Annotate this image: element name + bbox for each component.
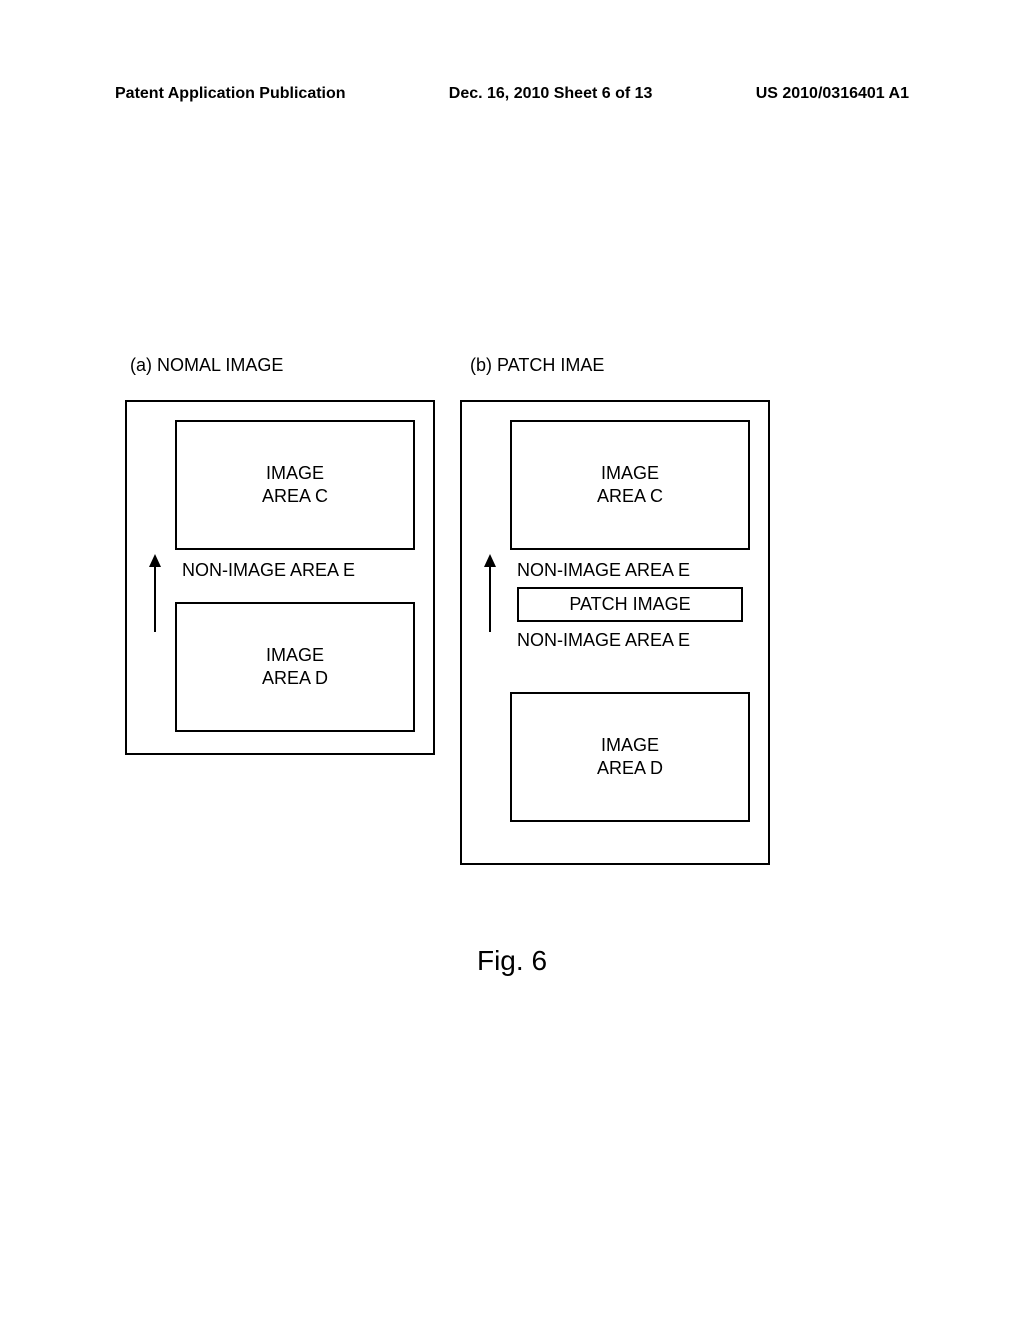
- diagram-b: IMAGEAREA C NON-IMAGE AREA E PATCH IMAGE…: [460, 400, 770, 865]
- header-publication: Patent Application Publication: [115, 85, 346, 103]
- figure-caption: Fig. 6: [0, 945, 1024, 977]
- patch-image-box: PATCH IMAGE: [517, 587, 743, 622]
- image-area-c-box-a: IMAGEAREA C: [175, 420, 415, 550]
- diagram-b-outer-box: IMAGEAREA C NON-IMAGE AREA E PATCH IMAGE…: [460, 400, 770, 865]
- page-header: Patent Application Publication Dec. 16, …: [0, 85, 1024, 103]
- non-image-area-e-label-b1: NON-IMAGE AREA E: [517, 560, 690, 581]
- label-b-patch-image: (b) PATCH IMAE: [470, 355, 604, 376]
- diagrams-container: IMAGEAREA C NON-IMAGE AREA E IMAGEAREA D…: [0, 400, 1024, 865]
- arrow-up-icon-a: [145, 552, 165, 642]
- arrow-up-icon-b: [480, 552, 500, 642]
- header-patent-number: US 2010/0316401 A1: [756, 85, 909, 103]
- non-image-area-e-label-a: NON-IMAGE AREA E: [182, 560, 355, 581]
- image-area-d-label-b: IMAGEAREA D: [597, 734, 663, 781]
- diagram-a: IMAGEAREA C NON-IMAGE AREA E IMAGEAREA D: [125, 400, 435, 865]
- image-area-d-label-a: IMAGEAREA D: [262, 644, 328, 691]
- patch-image-label: PATCH IMAGE: [569, 593, 690, 616]
- image-area-c-label-a: IMAGEAREA C: [262, 462, 328, 509]
- image-area-c-box-b: IMAGEAREA C: [510, 420, 750, 550]
- header-date-sheet: Dec. 16, 2010 Sheet 6 of 13: [346, 85, 756, 103]
- image-area-c-label-b: IMAGEAREA C: [597, 462, 663, 509]
- image-area-d-box-b: IMAGEAREA D: [510, 692, 750, 822]
- image-area-d-box-a: IMAGEAREA D: [175, 602, 415, 732]
- label-a-normal-image: (a) NOMAL IMAGE: [130, 355, 283, 376]
- diagram-a-outer-box: IMAGEAREA C NON-IMAGE AREA E IMAGEAREA D: [125, 400, 435, 755]
- non-image-area-e-label-b2: NON-IMAGE AREA E: [517, 630, 690, 651]
